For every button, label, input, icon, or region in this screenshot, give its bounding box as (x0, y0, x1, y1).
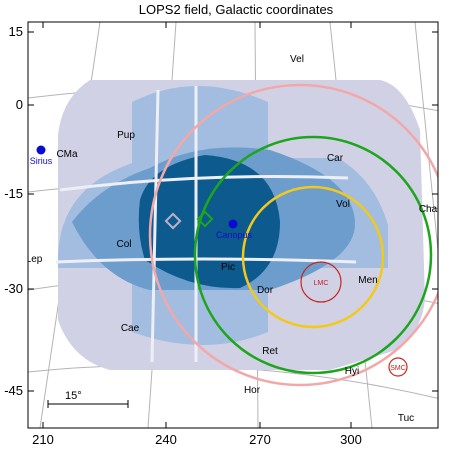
y-tick-label: 15 (9, 24, 23, 39)
diamond-marker-right (196, 210, 214, 228)
smc-label: SMC (390, 365, 406, 372)
x-tick-label: 270 (249, 432, 271, 447)
sirius-marker (36, 145, 46, 155)
axis-ticks (28, 22, 438, 428)
smc-outline (388, 357, 408, 377)
x-tick-label: 210 (32, 432, 54, 447)
lmc-label: LMC (314, 280, 329, 287)
y-tick-label: -15 (4, 186, 23, 201)
canopus-marker (228, 219, 238, 229)
constellation-label: Hyi (345, 366, 359, 377)
y-tick-label: -45 (4, 383, 23, 398)
constellation-label: Lep (26, 254, 43, 265)
constellation-label: Vel (290, 54, 304, 65)
constellation-label: Dor (257, 285, 274, 296)
y-tick-label: 0 (16, 97, 23, 112)
plot-area: LMC SMC Sirius Canopus Vel Pup CMa Car V… (26, 22, 438, 428)
plot-frame (27, 21, 439, 429)
scale-bar (47, 400, 129, 408)
y-tick-label: -30 (4, 281, 23, 296)
constellation-label: Cha (419, 204, 438, 215)
x-tick-label: 300 (340, 432, 362, 447)
constellation-label: Vol (336, 199, 350, 210)
constellation-label: Tuc (398, 413, 414, 424)
diamond-marker-left (164, 212, 182, 230)
constellation-label: Cae (121, 323, 140, 334)
constellation-label: Pup (117, 130, 135, 141)
graticule-lon-line (414, 22, 438, 251)
x-tick-label: 240 (155, 432, 177, 447)
scale-bar-label: 15° (65, 390, 82, 402)
lmc-outline (300, 261, 342, 303)
chart-title: LOPS2 field, Galactic coordinates (139, 2, 334, 17)
outer-ring (148, 83, 438, 387)
constellation-label: Col (116, 239, 131, 250)
constellation-label: CMa (56, 149, 78, 160)
constellation-label: Men (358, 275, 377, 286)
constellation-label: Car (327, 153, 344, 164)
sirius-label: Sirius (30, 156, 53, 166)
canopus-label: Canopus (216, 230, 253, 240)
green-ring (193, 135, 433, 375)
yellow-ring (241, 185, 385, 329)
constellation-label: Hor (244, 385, 261, 396)
camera-gaps (55, 86, 357, 363)
constellation-label: Pic (221, 262, 235, 273)
constellation-label: Ret (262, 346, 278, 357)
